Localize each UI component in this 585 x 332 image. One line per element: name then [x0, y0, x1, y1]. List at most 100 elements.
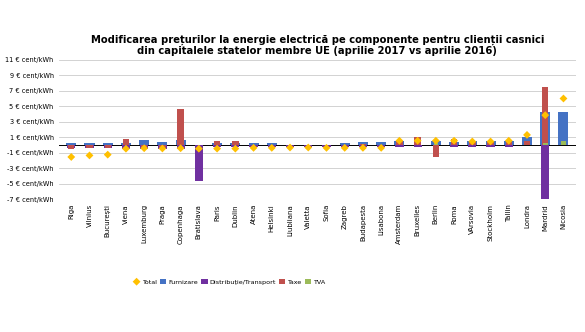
- Total: [212, 146, 222, 151]
- Bar: [396, 141, 402, 145]
- Bar: [267, 143, 277, 145]
- Bar: [139, 139, 149, 145]
- Bar: [377, 145, 386, 147]
- Total: [522, 132, 532, 137]
- Bar: [543, 143, 548, 145]
- Total: [194, 146, 204, 151]
- Total: [267, 145, 277, 150]
- Total: [176, 145, 185, 151]
- Bar: [450, 145, 458, 147]
- Total: [467, 139, 477, 144]
- Bar: [105, 145, 111, 148]
- Total: [103, 152, 112, 157]
- Bar: [177, 109, 184, 145]
- Bar: [212, 143, 222, 145]
- Total: [340, 145, 349, 150]
- Bar: [159, 145, 167, 149]
- Bar: [359, 145, 367, 147]
- Total: [158, 146, 167, 151]
- Bar: [340, 145, 349, 146]
- Bar: [157, 142, 167, 145]
- Bar: [86, 145, 92, 148]
- Bar: [395, 145, 404, 147]
- Bar: [394, 141, 404, 145]
- Bar: [68, 145, 74, 149]
- Bar: [414, 137, 421, 145]
- Bar: [451, 139, 457, 145]
- Bar: [505, 142, 512, 145]
- Bar: [487, 145, 495, 147]
- Bar: [524, 141, 530, 145]
- Total: [249, 145, 258, 150]
- Bar: [159, 145, 166, 147]
- Bar: [123, 139, 129, 145]
- Bar: [304, 145, 312, 146]
- Total: [121, 146, 130, 151]
- Bar: [67, 145, 75, 148]
- Bar: [522, 137, 532, 145]
- Bar: [414, 145, 422, 147]
- Total: [85, 153, 94, 158]
- Bar: [468, 145, 476, 147]
- Bar: [122, 145, 130, 149]
- Bar: [376, 142, 386, 145]
- Bar: [195, 145, 203, 181]
- Bar: [213, 145, 221, 147]
- Total: [285, 145, 295, 150]
- Bar: [431, 141, 441, 145]
- Total: [139, 145, 149, 151]
- Bar: [487, 141, 494, 145]
- Total: [504, 138, 514, 143]
- Total: [486, 139, 495, 144]
- Total: [358, 145, 367, 150]
- Bar: [66, 143, 76, 145]
- Total: [230, 146, 240, 151]
- Bar: [433, 145, 439, 157]
- Total: [449, 138, 459, 143]
- Bar: [84, 143, 95, 145]
- Bar: [433, 143, 438, 145]
- Bar: [85, 145, 94, 148]
- Bar: [541, 145, 549, 201]
- Bar: [268, 145, 276, 147]
- Bar: [286, 145, 294, 146]
- Bar: [358, 142, 368, 145]
- Bar: [140, 145, 148, 149]
- Bar: [559, 113, 569, 145]
- Total: [541, 113, 550, 118]
- Total: [304, 145, 313, 150]
- Total: [377, 145, 386, 150]
- Total: [395, 138, 404, 143]
- Bar: [561, 141, 566, 145]
- Legend: Total, Furnizare, Distribuție/Transport, Taxe, TVA: Total, Furnizare, Distribuție/Transport,…: [131, 276, 328, 287]
- Title: Modificarea prețurilor la energie electrică pe componente pentru clienții casnic: Modificarea prețurilor la energie electr…: [91, 34, 544, 56]
- Bar: [449, 142, 459, 145]
- Total: [413, 138, 422, 143]
- Total: [431, 138, 441, 143]
- Bar: [104, 145, 112, 148]
- Bar: [467, 141, 477, 145]
- Bar: [540, 113, 550, 145]
- Bar: [469, 141, 476, 145]
- Bar: [322, 145, 331, 146]
- Bar: [504, 141, 514, 145]
- Bar: [232, 141, 239, 145]
- Bar: [249, 145, 257, 147]
- Bar: [103, 143, 113, 145]
- Bar: [141, 145, 147, 146]
- Bar: [214, 141, 221, 145]
- Bar: [177, 145, 185, 149]
- Bar: [486, 141, 495, 145]
- Bar: [505, 145, 513, 147]
- Bar: [176, 139, 185, 145]
- Bar: [542, 87, 549, 145]
- Total: [559, 96, 568, 101]
- Bar: [231, 145, 239, 147]
- Bar: [360, 144, 366, 145]
- Bar: [230, 143, 240, 145]
- Bar: [121, 143, 131, 145]
- Bar: [340, 143, 350, 145]
- Total: [322, 145, 331, 150]
- Bar: [249, 143, 259, 145]
- Total: [67, 154, 76, 160]
